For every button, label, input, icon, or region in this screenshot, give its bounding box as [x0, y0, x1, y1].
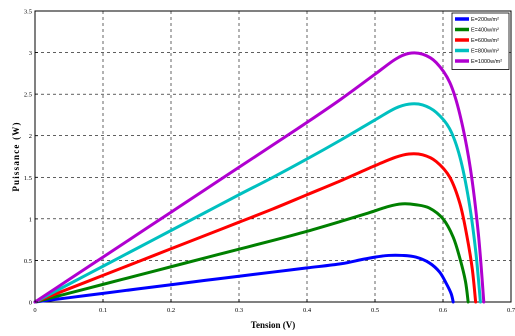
y-tick-label: 2 — [29, 133, 32, 140]
x-tick-label: 0.4 — [303, 307, 312, 314]
x-tick-label: 0.5 — [371, 307, 379, 314]
x-tick-label: 0.1 — [99, 307, 107, 314]
series-line-1 — [33, 253, 455, 304]
legend-entry-label: E=800w/m² — [471, 49, 499, 55]
y-axis-ticks: 0 0.5 1 1.5 2 2.5 3 3.5 — [24, 9, 38, 307]
y-tick-label: 1.5 — [24, 175, 32, 182]
x-tick-label: 0.3 — [235, 307, 243, 314]
y-tick-label: 0 — [29, 300, 32, 307]
legend-entry-label: E=1000w/m² — [471, 59, 502, 65]
series-layer — [33, 51, 486, 304]
legend-entry-label: E=200w/m² — [471, 17, 499, 23]
x-axis-label: Tension (V) — [251, 320, 295, 330]
x-tick-label: 0.6 — [439, 307, 448, 314]
x-axis-ticks: 0 0.1 0.2 0.3 0.4 0.5 0.6 0.7 — [33, 299, 515, 314]
legend-entry-label: E=600w/m² — [471, 38, 499, 44]
x-tick-label: 0.7 — [507, 307, 515, 314]
y-axis-label: Puissance (W) — [11, 121, 21, 191]
y-tick-label: 2.5 — [24, 92, 32, 99]
x-tick-label: 0.2 — [167, 307, 175, 314]
plot-area-frame — [34, 10, 512, 303]
y-tick-label: 3.5 — [24, 9, 32, 16]
y-tick-label: 3 — [29, 50, 32, 57]
series-line-5 — [33, 51, 486, 304]
grid-lines — [35, 11, 511, 302]
legend-entry-label: E=400w/m² — [471, 28, 499, 34]
series-line-2 — [33, 202, 470, 304]
series-line-3 — [33, 152, 478, 304]
y-tick-label: 1 — [29, 216, 32, 223]
x-tick-label: 0 — [33, 307, 36, 314]
series-line-4 — [33, 102, 482, 304]
legend: E=200w/m² E=400w/m² E=600w/m² E=800w/m² E=10… — [451, 12, 510, 70]
y-tick-label: 0.5 — [24, 258, 32, 265]
